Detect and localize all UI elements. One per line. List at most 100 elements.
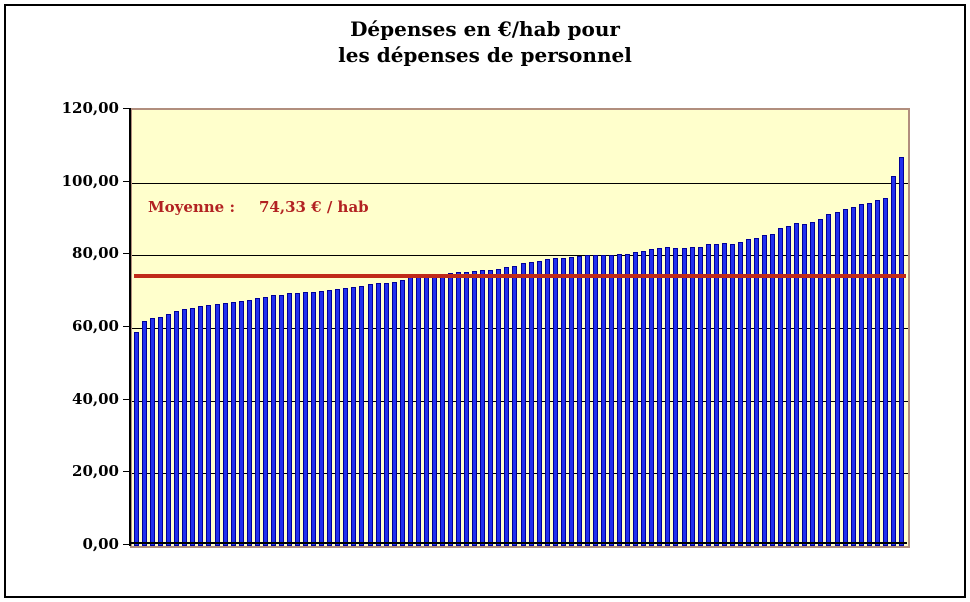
bar	[818, 219, 824, 546]
chart-title: Dépenses en €/hab pour les dépenses de p…	[0, 16, 970, 68]
bar	[850, 206, 856, 546]
bar	[568, 257, 574, 546]
bar	[311, 291, 317, 546]
bar	[367, 283, 373, 546]
bar	[303, 292, 309, 546]
y-axis	[129, 108, 131, 546]
bar	[842, 208, 848, 546]
gridline-layer	[132, 110, 908, 546]
bar	[609, 254, 615, 546]
bar	[262, 296, 268, 546]
bar	[552, 258, 558, 546]
y-axis-tick-label: 80,00	[72, 244, 119, 263]
bar	[383, 282, 389, 546]
bar	[882, 198, 888, 546]
bar	[295, 293, 301, 546]
bar	[431, 274, 437, 546]
bar	[705, 244, 711, 546]
y-axis-tick-label: 20,00	[72, 462, 119, 481]
y-axis-tick	[123, 253, 130, 255]
mean-annotation-value: 74,33 € / hab	[258, 198, 369, 216]
bar	[407, 277, 413, 546]
bar	[584, 255, 590, 546]
bar	[464, 271, 470, 546]
mean-annotation: Moyenne : 74,33 € / hab	[148, 198, 369, 216]
bar	[423, 275, 429, 546]
x-axis	[129, 542, 907, 544]
bar	[190, 307, 196, 546]
bar	[762, 235, 768, 546]
bar	[254, 298, 260, 546]
y-axis-tick-label: 120,00	[61, 99, 119, 117]
chart-title-line1: Dépenses en €/hab pour	[350, 17, 620, 41]
bar	[802, 223, 808, 546]
bar	[689, 246, 695, 546]
bar	[681, 247, 687, 546]
bar	[729, 244, 735, 546]
bar	[327, 290, 333, 546]
plot-area: Moyenne : 74,33 € / hab	[130, 108, 910, 548]
bar	[737, 242, 743, 546]
bar	[496, 268, 502, 546]
gridline	[132, 182, 908, 184]
bar	[721, 243, 727, 546]
bar	[134, 331, 139, 546]
y-axis-tick	[123, 398, 130, 400]
bar	[391, 281, 397, 546]
bar	[770, 233, 776, 546]
y-axis-tick	[123, 108, 130, 109]
y-axis-tick	[123, 326, 130, 327]
gridline	[132, 255, 908, 257]
bar	[456, 272, 462, 546]
gridline	[132, 328, 908, 329]
bar	[778, 227, 784, 546]
bar	[343, 288, 349, 546]
bar	[834, 212, 840, 546]
bar	[439, 273, 445, 546]
bar	[158, 317, 164, 546]
bar	[657, 248, 663, 546]
bar	[335, 289, 341, 546]
y-axis-tick	[123, 544, 130, 545]
bar	[278, 294, 284, 546]
bar	[448, 273, 454, 546]
bar	[504, 266, 510, 546]
gridline	[132, 400, 908, 402]
bar	[351, 286, 357, 546]
y-axis-tick-label: 40,00	[72, 389, 119, 408]
bar	[858, 204, 864, 546]
mean-annotation-label: Moyenne :	[148, 198, 235, 216]
y-axis-tick	[123, 471, 130, 473]
bar	[826, 214, 832, 546]
bar	[649, 248, 655, 546]
bar	[576, 255, 582, 546]
bar	[150, 318, 156, 546]
bar	[794, 223, 800, 546]
bar	[890, 176, 896, 546]
bar	[230, 301, 236, 546]
bar	[633, 252, 639, 546]
bar	[166, 313, 172, 546]
bar	[182, 309, 188, 546]
bar	[375, 282, 381, 546]
bar	[866, 202, 872, 546]
bar	[898, 157, 904, 546]
bar	[560, 257, 566, 546]
bar	[359, 286, 365, 546]
bar	[174, 311, 180, 546]
bar	[222, 302, 228, 546]
bar	[520, 263, 526, 546]
bar	[786, 226, 792, 546]
bar	[713, 244, 719, 546]
bar	[206, 305, 212, 546]
bar	[319, 291, 325, 546]
y-axis-tick-label: 0,00	[82, 535, 119, 553]
bar	[415, 276, 421, 546]
bar	[697, 246, 703, 546]
bars-layer	[132, 110, 908, 546]
bar	[617, 254, 623, 546]
bar	[810, 222, 816, 546]
y-axis-tick-label: 60,00	[72, 317, 119, 335]
bar	[238, 300, 244, 546]
